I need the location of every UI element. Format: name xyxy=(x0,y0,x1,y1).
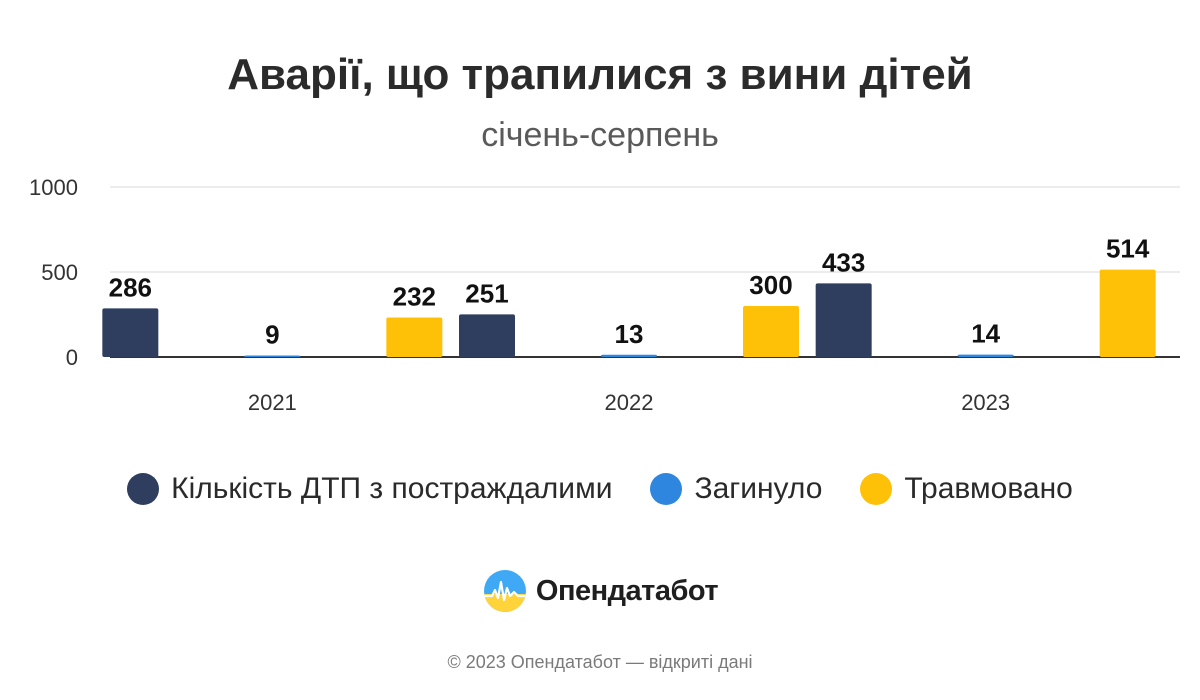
brand-name: Опендатабот xyxy=(535,574,719,607)
brand: Опендатабот xyxy=(0,568,1200,614)
chart-title: Аварії, що трапилися з вини дітей xyxy=(227,50,973,99)
chart-subtitle: січень-серпень xyxy=(481,116,719,154)
data-label-2023-series-3: 514 xyxy=(1106,234,1150,264)
y-tick-label-0: 0 xyxy=(66,345,78,370)
data-label-2021-series-3: 232 xyxy=(393,282,436,312)
data-label-2023-series-2: 14 xyxy=(971,319,1000,349)
bar-2022-series-3 xyxy=(743,306,799,357)
data-label-2022-series-3: 300 xyxy=(749,270,792,300)
data-label-2021-series-2: 9 xyxy=(265,319,279,349)
bar-2021-series-1 xyxy=(102,308,159,357)
bar-2021-series-3 xyxy=(386,317,443,357)
opendatabot-logo-icon xyxy=(483,570,526,612)
y-tick-label-1000: 1000 xyxy=(29,175,78,200)
x-tick-label-2023: 2023 xyxy=(961,390,1010,415)
bar-2022-series-2 xyxy=(601,354,657,357)
y-tick-label-500: 500 xyxy=(41,260,78,285)
legend-swatch-accidents xyxy=(127,473,160,505)
legend-label-killed: Загинуло xyxy=(694,472,823,505)
legend-item-injured: Травмовано xyxy=(860,472,1073,506)
bar-2023-series-1 xyxy=(815,283,872,357)
legend-swatch-injured xyxy=(860,473,893,505)
legend-label-injured: Травмовано xyxy=(904,472,1073,505)
data-label-2022-series-1: 251 xyxy=(465,278,508,308)
data-label-2021-series-1: 286 xyxy=(109,272,152,302)
bar-2021-series-2 xyxy=(244,355,301,357)
footer-copyright: © 2023 Опендатабот — відкриті дані xyxy=(447,652,753,672)
bar-chart: 0 500 1000 286 9 232 2021 251 13 300 2022 433 14 514 2… xyxy=(29,175,1180,415)
data-label-2022-series-2: 13 xyxy=(615,319,644,349)
data-label-2023-series-1: 433 xyxy=(822,247,865,277)
legend: Кількість ДТП з постраждалими Загинуло Т… xyxy=(0,472,1200,506)
legend-item-accidents: Кількість ДТП з постраждалими xyxy=(127,472,612,506)
bar-2023-series-3 xyxy=(1099,269,1156,357)
legend-item-killed: Загинуло xyxy=(650,472,822,506)
legend-swatch-killed xyxy=(650,473,683,505)
x-tick-label-2021: 2021 xyxy=(248,390,297,415)
x-tick-label-2022: 2022 xyxy=(605,390,654,415)
bar-2022-series-1 xyxy=(459,314,515,357)
bar-2023-series-2 xyxy=(957,354,1014,357)
legend-label-accidents: Кількість ДТП з постраждалими xyxy=(171,472,613,505)
